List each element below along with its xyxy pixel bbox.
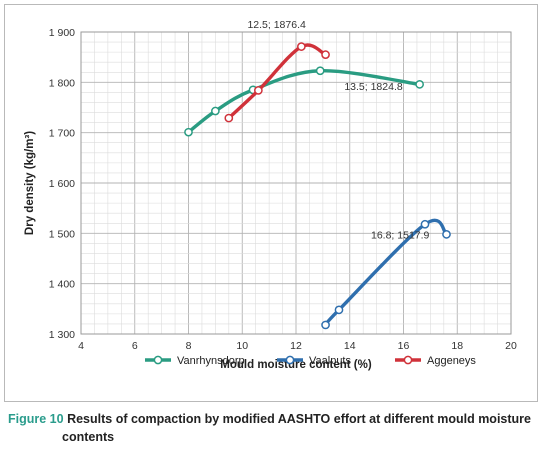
x-tick-label: 20 [505, 340, 517, 352]
legend-label-vaalputs: Vaalputs [309, 355, 351, 367]
data-annotation: 16.8; 1517.9 [371, 229, 430, 241]
series-line-aggeneys [227, 43, 328, 120]
caption-continuation: contents [62, 430, 115, 444]
data-annotation: 13.5; 1824.8 [344, 81, 403, 93]
legend-marker-vaalputs [285, 355, 295, 365]
x-tick-label: 8 [186, 340, 192, 352]
legend-label-vanrhynsdorp: Vanrhynsdorp [177, 355, 245, 367]
legend-item-vaalputs: Vaalputs [277, 355, 351, 367]
data-point-vaalputs [334, 305, 344, 315]
plot-area-border [80, 31, 512, 335]
data-annotation: 12.5; 1876.4 [247, 19, 306, 31]
y-tick-label: 1 700 [49, 128, 75, 140]
data-point-aggeneys [321, 50, 330, 60]
figure-caption: Figure 10 Results of compaction by modif… [8, 410, 536, 446]
data-point-vanrhynsdorp [184, 127, 193, 137]
y-tick-label: 1 300 [49, 329, 75, 341]
x-tick-label: 4 [78, 340, 84, 352]
y-tick-label: 1 500 [49, 228, 75, 240]
legend-marker-vanrhynsdorp [153, 355, 163, 365]
data-point-vanrhynsdorp [211, 106, 220, 116]
data-point-vaalputs [420, 219, 430, 229]
data-point-vanrhynsdorp [415, 79, 424, 89]
series-vanrhynsdorp [184, 66, 424, 137]
data-point-aggeneys [254, 86, 263, 95]
x-tick-label: 10 [236, 340, 248, 352]
y-tick-label: 1 600 [49, 178, 75, 190]
y-tick-label: 1 900 [49, 27, 75, 39]
data-point-vaalputs [321, 320, 330, 330]
x-tick-label: 12 [290, 340, 302, 352]
legend-item-aggeneys: Aggeneys [395, 355, 476, 367]
data-point-vaalputs [442, 229, 451, 239]
figure-label: Figure 10 [8, 412, 64, 426]
data-point-aggeneys [297, 42, 306, 51]
chart-frame: 4 6 8 10 12 14 16 18 20 1 300 1 400 1 500 1 600 1 700… [4, 4, 538, 402]
legend-label-aggeneys: Aggeneys [427, 355, 476, 367]
y-tick-label: 1 400 [49, 279, 75, 291]
x-tick-label: 14 [344, 340, 356, 352]
x-tick-label: 6 [132, 340, 138, 352]
data-point-aggeneys [224, 113, 234, 123]
grid [80, 31, 512, 335]
x-axis-title: Mould moisture content (%) [220, 359, 372, 371]
y-tick-label: 1 800 [49, 77, 75, 89]
x-tick-label: 16 [398, 340, 410, 352]
series-aggeneys [224, 42, 330, 123]
y-axis-title: Dry density (kg/m³) [24, 131, 36, 235]
x-tick-label: 18 [451, 340, 463, 352]
series-vaalputs [321, 218, 451, 330]
legend-item-vanrhynsdorp: Vanrhynsdorp [145, 355, 245, 367]
legend-marker-aggeneys [403, 355, 413, 365]
compaction-chart: 4 6 8 10 12 14 16 18 20 1 300 1 400 1 500 1 600 1 700… [24, 19, 517, 371]
data-point-vanrhynsdorp [315, 66, 325, 76]
caption-text: Results of compaction by modified AASHTO… [67, 412, 531, 426]
